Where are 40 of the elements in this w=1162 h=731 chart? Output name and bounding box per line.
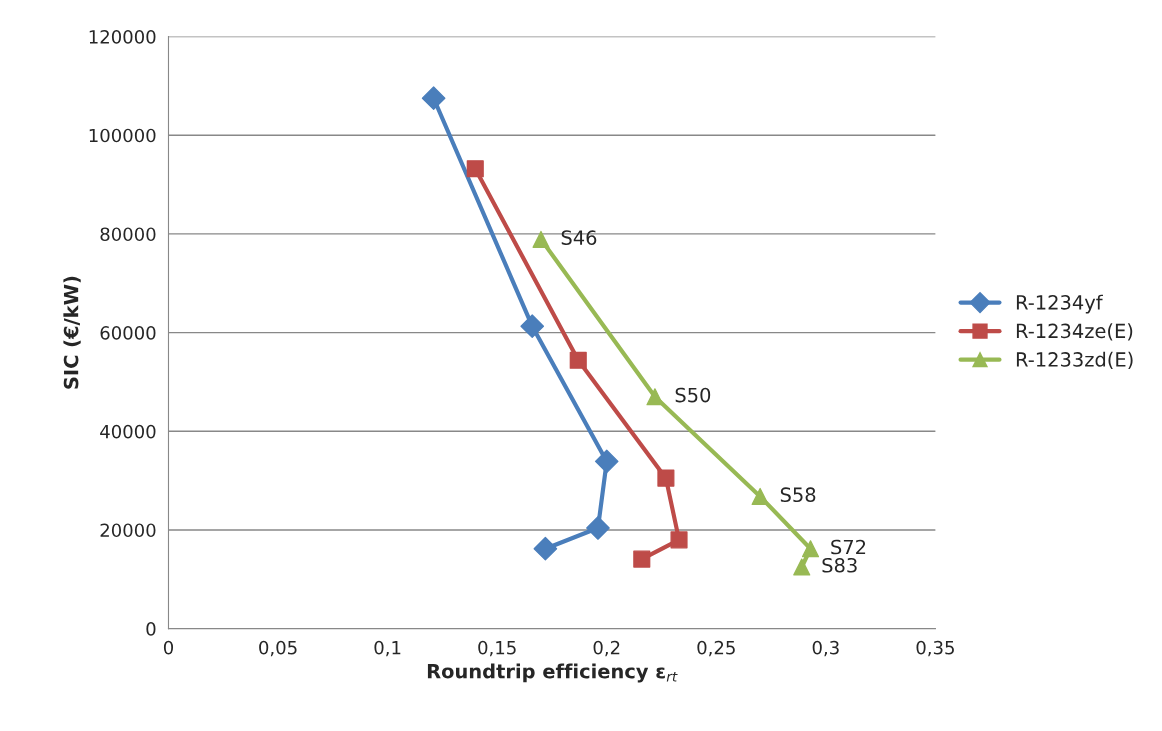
point xyxy=(569,351,587,369)
legend-label: R-1234ze(E) xyxy=(1016,323,1133,341)
point xyxy=(520,314,545,339)
annotation: S46 xyxy=(561,230,597,245)
y-tick-label: 120000 xyxy=(89,30,156,44)
y-tick-label: 60000 xyxy=(100,326,156,340)
legend-label: R-1234yf xyxy=(1016,294,1103,314)
point xyxy=(466,160,484,178)
y-tick-label: 20000 xyxy=(100,523,156,538)
point xyxy=(421,86,446,111)
annotation: S50 xyxy=(675,387,711,403)
x-tick-label: 0,05 xyxy=(259,640,297,657)
y-tick-label: 40000 xyxy=(100,424,156,439)
y-tick-label: 80000 xyxy=(100,227,156,242)
annotation: S72 xyxy=(831,539,866,555)
x-tick-label: 0,3 xyxy=(812,640,839,657)
y-tick-label: 0 xyxy=(146,622,156,636)
point xyxy=(670,531,688,549)
legend-label: R-1233zd(E) xyxy=(1016,351,1133,370)
point xyxy=(657,469,675,487)
point xyxy=(646,388,664,406)
x-tick-label: 0,1 xyxy=(374,640,401,657)
x-tick-label: 0,35 xyxy=(916,640,954,657)
point xyxy=(793,558,811,576)
annotation: S58 xyxy=(780,487,816,503)
annotation: S83 xyxy=(822,557,857,573)
point xyxy=(594,449,619,474)
point xyxy=(801,540,820,558)
x-tick-label: 0 xyxy=(163,640,174,655)
point xyxy=(533,536,558,561)
x-tick-label: 0,25 xyxy=(697,640,735,657)
x-tick-label: 0,2 xyxy=(593,640,620,657)
point xyxy=(751,487,769,505)
y-axis-title: SIC (€/kW) xyxy=(63,276,81,389)
x-axis-title: Roundtrip efficiency ε$_{rt}$ xyxy=(427,663,678,683)
y-tick-label: 100000 xyxy=(89,128,156,143)
x-tick-label: 0,15 xyxy=(478,640,516,657)
point xyxy=(532,230,550,248)
point xyxy=(633,550,651,568)
point xyxy=(586,516,610,540)
